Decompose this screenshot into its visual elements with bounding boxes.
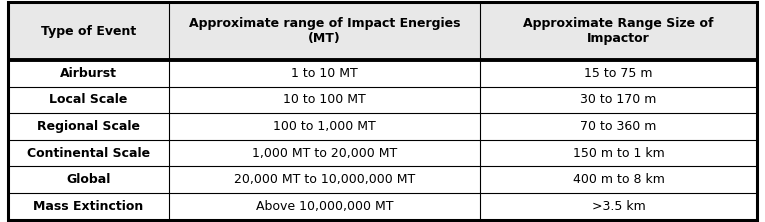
Bar: [480, 113, 757, 140]
Text: 70 to 360 m: 70 to 360 m: [581, 120, 657, 133]
Bar: [169, 2, 480, 60]
Text: 400 m to 8 km: 400 m to 8 km: [573, 173, 665, 186]
Text: 10 to 100 MT: 10 to 100 MT: [283, 93, 366, 106]
Text: 100 to 1,000 MT: 100 to 1,000 MT: [273, 120, 376, 133]
Text: 1 to 10 MT: 1 to 10 MT: [291, 67, 358, 80]
Bar: [169, 166, 480, 193]
Bar: [8, 193, 169, 220]
Text: 15 to 75 m: 15 to 75 m: [584, 67, 653, 80]
Bar: [480, 140, 757, 166]
Bar: [169, 87, 480, 113]
Bar: [8, 2, 169, 60]
Text: Local Scale: Local Scale: [49, 93, 128, 106]
Bar: [480, 166, 757, 193]
Bar: [480, 87, 757, 113]
Text: 1,000 MT to 20,000 MT: 1,000 MT to 20,000 MT: [252, 147, 397, 160]
Bar: [169, 193, 480, 220]
Bar: [169, 60, 480, 87]
Text: Above 10,000,000 MT: Above 10,000,000 MT: [256, 200, 393, 213]
Bar: [480, 2, 757, 60]
Bar: [169, 113, 480, 140]
Bar: [8, 113, 169, 140]
Text: Approximate Range Size of
Impactor: Approximate Range Size of Impactor: [523, 17, 714, 45]
Bar: [8, 60, 169, 87]
Text: 20,000 MT to 10,000,000 MT: 20,000 MT to 10,000,000 MT: [234, 173, 415, 186]
Text: 30 to 170 m: 30 to 170 m: [581, 93, 657, 106]
Text: Regional Scale: Regional Scale: [37, 120, 140, 133]
Text: >3.5 km: >3.5 km: [592, 200, 646, 213]
Text: Mass Extinction: Mass Extinction: [33, 200, 143, 213]
Bar: [480, 60, 757, 87]
Bar: [8, 166, 169, 193]
Bar: [8, 87, 169, 113]
Text: Approximate range of Impact Energies
(MT): Approximate range of Impact Energies (MT…: [189, 17, 461, 45]
Bar: [8, 140, 169, 166]
Bar: [480, 193, 757, 220]
Text: Airburst: Airburst: [60, 67, 117, 80]
Text: Global: Global: [66, 173, 110, 186]
Text: 150 m to 1 km: 150 m to 1 km: [573, 147, 665, 160]
Text: Type of Event: Type of Event: [41, 25, 136, 38]
Bar: [169, 140, 480, 166]
Text: Continental Scale: Continental Scale: [27, 147, 150, 160]
